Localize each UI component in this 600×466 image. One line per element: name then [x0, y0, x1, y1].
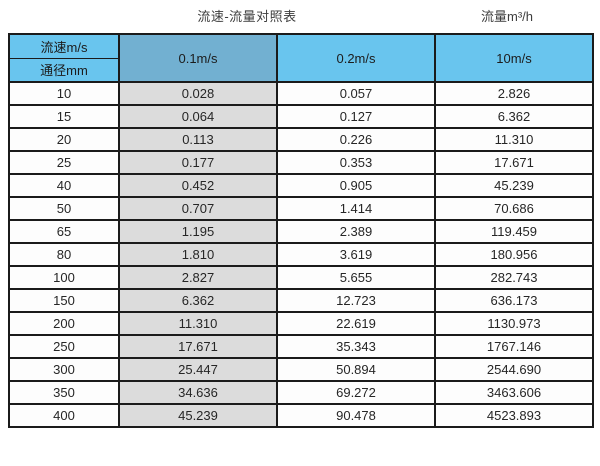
- flow-value-cell: 0.028: [118, 81, 278, 106]
- flow-value-cell: 0.057: [276, 81, 436, 106]
- flow-value-cell: 0.113: [118, 127, 278, 152]
- diameter-cell: 65: [8, 219, 120, 244]
- flow-value-cell: 69.272: [276, 380, 436, 405]
- flow-value-cell: 45.239: [118, 403, 278, 428]
- corner-diameter-label: 通径mm: [8, 57, 120, 83]
- flow-value-cell: 17.671: [118, 334, 278, 359]
- flow-value-cell: 1767.146: [434, 334, 594, 359]
- diameter-cell: 400: [8, 403, 120, 428]
- diameter-cell: 350: [8, 380, 120, 405]
- flow-value-cell: 22.619: [276, 311, 436, 336]
- diameter-cell: 200: [8, 311, 120, 336]
- flow-value-cell: 2.826: [434, 81, 594, 106]
- table-row: 40 0.452 0.905 45.239: [8, 173, 594, 198]
- diameter-cell: 50: [8, 196, 120, 221]
- diameter-cell: 25: [8, 150, 120, 175]
- flow-value-cell: 0.353: [276, 150, 436, 175]
- col-header-0-2ms: 0.2m/s: [276, 33, 436, 83]
- flow-value-cell: 11.310: [434, 127, 594, 152]
- flow-value-cell: 282.743: [434, 265, 594, 290]
- flow-value-cell: 636.173: [434, 288, 594, 313]
- corner-velocity-label: 流速m/s: [8, 33, 120, 59]
- flow-value-cell: 17.671: [434, 150, 594, 175]
- table-row: 20 0.113 0.226 11.310: [8, 127, 594, 152]
- flow-value-cell: 11.310: [118, 311, 278, 336]
- table-row: 100 2.827 5.655 282.743: [8, 265, 594, 290]
- flow-value-cell: 2544.690: [434, 357, 594, 382]
- diameter-cell: 80: [8, 242, 120, 267]
- table-row: 80 1.810 3.619 180.956: [8, 242, 594, 267]
- flow-value-cell: 6.362: [118, 288, 278, 313]
- flow-value-cell: 6.362: [434, 104, 594, 129]
- table-row: 300 25.447 50.894 2544.690: [8, 357, 594, 382]
- flow-value-cell: 119.459: [434, 219, 594, 244]
- flow-value-cell: 0.452: [118, 173, 278, 198]
- flow-value-cell: 0.707: [118, 196, 278, 221]
- table-row: 65 1.195 2.389 119.459: [8, 219, 594, 244]
- flow-value-cell: 0.064: [118, 104, 278, 129]
- flow-value-cell: 25.447: [118, 357, 278, 382]
- table-body: 10 0.028 0.057 2.826 15 0.064 0.127 6.362 20 0.11…: [8, 81, 594, 428]
- table-row: 200 11.310 22.619 1130.973: [8, 311, 594, 336]
- diameter-cell: 250: [8, 334, 120, 359]
- flow-value-cell: 70.686: [434, 196, 594, 221]
- table-title: 流速-流量对照表: [197, 9, 297, 24]
- flow-value-cell: 2.389: [276, 219, 436, 244]
- flow-value-cell: 0.177: [118, 150, 278, 175]
- flow-value-cell: 0.226: [276, 127, 436, 152]
- table-row: 50 0.707 1.414 70.686: [8, 196, 594, 221]
- flow-value-cell: 4523.893: [434, 403, 594, 428]
- diameter-cell: 150: [8, 288, 120, 313]
- flow-value-cell: 45.239: [434, 173, 594, 198]
- flow-value-cell: 34.636: [118, 380, 278, 405]
- diameter-cell: 20: [8, 127, 120, 152]
- flow-value-cell: 0.905: [276, 173, 436, 198]
- table-row: 350 34.636 69.272 3463.606: [8, 380, 594, 405]
- col-header-0-1ms: 0.1m/s: [118, 33, 278, 83]
- diameter-cell: 100: [8, 265, 120, 290]
- flow-rate-table: 流速m/s 0.1m/s 0.2m/s 10m/s 通径mm 10 0.028 0.…: [8, 33, 594, 428]
- col-header-10ms: 10m/s: [434, 33, 594, 83]
- table-row: 150 6.362 12.723 636.173: [8, 288, 594, 313]
- flow-value-cell: 1.414: [276, 196, 436, 221]
- table-row: 25 0.177 0.353 17.671: [8, 150, 594, 175]
- table-row: 250 17.671 35.343 1767.146: [8, 334, 594, 359]
- flow-value-cell: 0.127: [276, 104, 436, 129]
- table-row: 10 0.028 0.057 2.826: [8, 81, 594, 106]
- diameter-cell: 40: [8, 173, 120, 198]
- header-row-bottom: 通径mm: [8, 57, 593, 83]
- flow-value-cell: 12.723: [276, 288, 436, 313]
- flow-value-cell: 180.956: [434, 242, 594, 267]
- table-header: 流速m/s 0.1m/s 0.2m/s 10m/s 通径mm: [8, 33, 594, 83]
- header-row-top: 流速m/s 0.1m/s 0.2m/s 10m/s: [8, 33, 594, 83]
- flow-unit-label: 流量m³/h: [480, 9, 533, 24]
- diameter-cell: 10: [8, 81, 120, 106]
- flow-value-cell: 2.827: [118, 265, 278, 290]
- flow-value-cell: 3.619: [276, 242, 436, 267]
- flow-value-cell: 3463.606: [434, 380, 594, 405]
- diameter-cell: 15: [8, 104, 120, 129]
- flow-value-cell: 1.810: [118, 242, 278, 267]
- flow-value-cell: 1.195: [118, 219, 278, 244]
- flow-value-cell: 1130.973: [434, 311, 594, 336]
- table-row: 15 0.064 0.127 6.362: [8, 104, 594, 129]
- diameter-cell: 300: [8, 357, 120, 382]
- flow-value-cell: 35.343: [276, 334, 436, 359]
- flow-value-cell: 50.894: [276, 357, 436, 382]
- table-row: 400 45.239 90.478 4523.893: [8, 403, 594, 428]
- flow-value-cell: 90.478: [276, 403, 436, 428]
- flow-value-cell: 5.655: [276, 265, 436, 290]
